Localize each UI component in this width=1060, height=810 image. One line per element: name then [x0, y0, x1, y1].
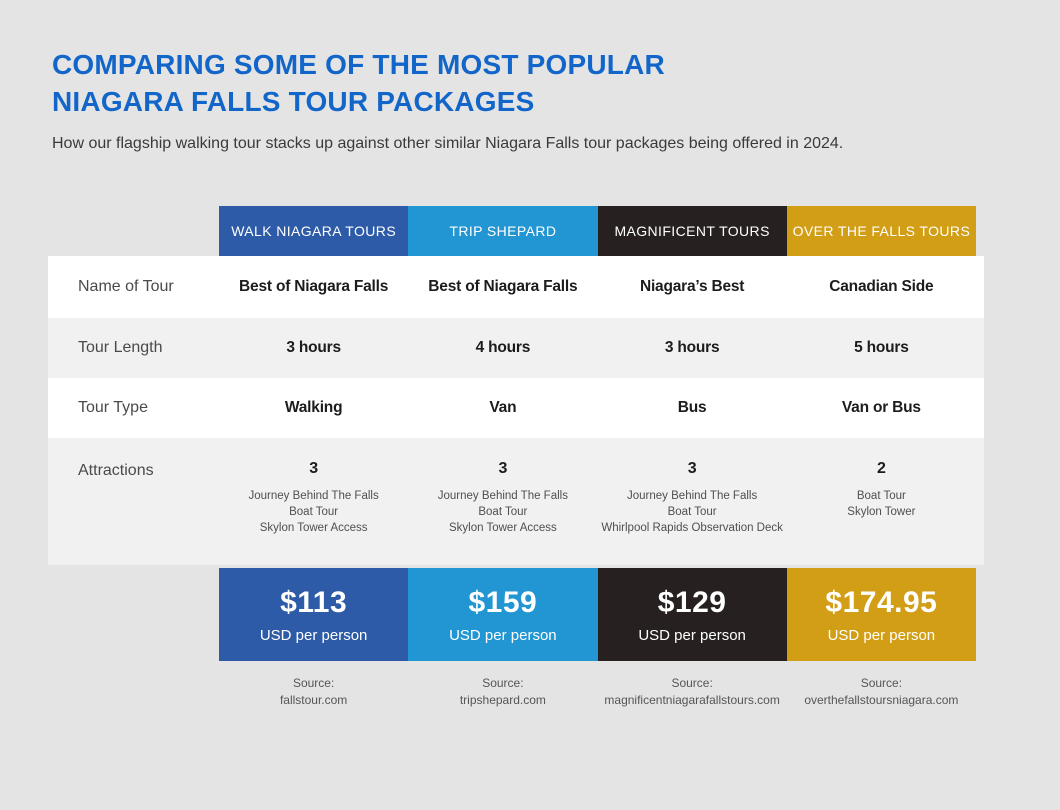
price-value: $129: [657, 585, 727, 619]
attractions-cell: 2 Boat Tour Skylon Tower: [787, 438, 976, 565]
tour-name-value: Niagara’s Best: [639, 278, 745, 295]
column-header-row: WALK NIAGARA TOURS TRIP SHEPARD MAGNIFIC…: [219, 206, 976, 256]
tour-name-value: Canadian Side: [829, 278, 934, 295]
source-label: Source:: [671, 676, 713, 690]
attraction-item: Skylon Tower Access: [259, 522, 368, 534]
source-domain: overthefallstoursniagara.com: [804, 693, 959, 707]
table-row-tour-type: Tour Type Walking Van Bus Van or Bus: [48, 378, 984, 438]
attractions-count: 3: [687, 460, 697, 477]
page-subtitle: How our flagship walking tour stacks up …: [52, 135, 844, 152]
attractions-count: 3: [309, 460, 318, 477]
table-row-name-of-tour: Name of Tour Best of Niagara Falls Best …: [48, 256, 984, 318]
comparison-table: WALK NIAGARA TOURS TRIP SHEPARD MAGNIFIC…: [48, 206, 984, 709]
page-title: COMPARING SOME OF THE MOST POPULAR NIAGA…: [52, 46, 665, 120]
price-row: $113 USD per person $159 USD per person …: [219, 568, 976, 661]
attractions-count: 3: [498, 460, 508, 477]
row-label-name-of-tour: Name of Tour: [78, 278, 174, 295]
attraction-item: Boat Tour: [289, 506, 339, 518]
tour-name-value: Best of Niagara Falls: [428, 278, 578, 295]
page-title-line1: COMPARING SOME OF THE MOST POPULAR: [52, 49, 665, 80]
source-domain: tripshepard.com: [459, 693, 546, 707]
attraction-item: Boat Tour: [856, 490, 906, 502]
attractions-cell: 3 Journey Behind The Falls Boat Tour Sky…: [219, 438, 408, 565]
tour-length-value: 5 hours: [854, 339, 909, 356]
source-cell: Source: tripshepard.com: [408, 675, 597, 709]
source-row: Source: fallstour.com Source: tripshepar…: [219, 675, 976, 709]
tour-type-value: Bus: [677, 399, 707, 416]
tour-type-value: Van or Bus: [841, 399, 921, 416]
source-domain: magnificentniagarafallstours.com: [604, 693, 780, 707]
price-unit: USD per person: [827, 626, 936, 644]
price-unit: USD per person: [449, 626, 557, 644]
table-row-tour-length: Tour Length 3 hours 4 hours 3 hours 5 ho…: [48, 318, 984, 378]
attraction-item: Skylon Tower Access: [448, 522, 557, 534]
source-label: Source:: [860, 676, 903, 690]
column-header-magnificent-tours: MAGNIFICENT TOURS: [597, 206, 787, 256]
source-cell: Source: overthefallstoursniagara.com: [787, 675, 976, 709]
tour-length-value: 3 hours: [286, 339, 341, 356]
table-row-attractions: Attractions 3 Journey Behind The Falls B…: [48, 438, 984, 565]
tour-type-value: Walking: [284, 399, 343, 416]
attraction-item: Journey Behind The Falls: [437, 490, 568, 502]
price-value: $174.95: [825, 585, 938, 619]
price-value: $113: [280, 585, 348, 619]
tour-length-value: 3 hours: [664, 339, 720, 356]
attraction-item: Journey Behind The Falls: [248, 490, 379, 502]
price-cell: $174.95 USD per person: [786, 568, 976, 661]
price-cell: $129 USD per person: [597, 568, 787, 661]
attractions-count: 2: [877, 460, 886, 477]
source-cell: Source: magnificentniagarafallstours.com: [598, 675, 787, 709]
tour-length-value: 4 hours: [475, 339, 531, 356]
source-cell: Source: fallstour.com: [219, 675, 408, 709]
attraction-item: Journey Behind The Falls: [627, 490, 758, 502]
attraction-item: Skylon Tower: [847, 506, 916, 518]
column-header-trip-shepard: TRIP SHEPARD: [408, 206, 598, 256]
price-unit: USD per person: [638, 626, 746, 644]
attraction-item: Boat Tour: [478, 506, 528, 518]
attraction-item: Whirlpool Rapids Observation Deck: [601, 522, 783, 534]
price-cell: $159 USD per person: [408, 568, 598, 661]
row-label-attractions: Attractions: [78, 462, 154, 479]
row-label-tour-type: Tour Type: [78, 399, 148, 416]
source-domain: fallstour.com: [279, 693, 348, 707]
price-unit: USD per person: [259, 626, 368, 644]
source-label: Source:: [482, 676, 524, 690]
row-label-tour-length: Tour Length: [78, 339, 163, 356]
column-header-over-the-falls-tours: OVER THE FALLS TOURS: [786, 206, 976, 256]
attractions-cell: 3 Journey Behind The Falls Boat Tour Sky…: [408, 438, 597, 565]
tour-name-value: Best of Niagara Falls: [239, 278, 389, 295]
attractions-cell: 3 Journey Behind The Falls Boat Tour Whi…: [598, 438, 787, 565]
column-header-walk-niagara-tours: WALK NIAGARA TOURS: [219, 206, 409, 256]
page-title-line2: NIAGARA FALLS TOUR PACKAGES: [52, 86, 535, 117]
tour-type-value: Van: [489, 399, 517, 416]
attraction-item: Boat Tour: [667, 506, 717, 518]
price-cell: $113 USD per person: [219, 568, 409, 661]
price-value: $159: [468, 585, 538, 619]
source-label: Source:: [292, 676, 335, 690]
